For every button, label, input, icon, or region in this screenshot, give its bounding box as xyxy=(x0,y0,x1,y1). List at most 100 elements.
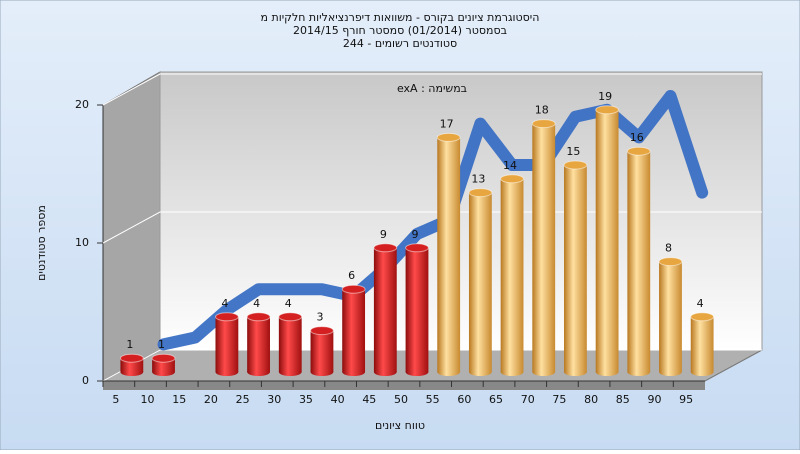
value-label: 16 xyxy=(630,131,644,144)
x-tick-label: 95 xyxy=(679,393,693,406)
bar xyxy=(373,243,398,376)
grid-line xyxy=(102,211,762,244)
bar-base xyxy=(690,368,714,376)
bar-body xyxy=(627,151,651,372)
x-tick-label: 90 xyxy=(647,393,661,406)
bar-base xyxy=(468,368,492,376)
bar-top xyxy=(373,243,398,253)
value-label: 6 xyxy=(348,269,355,282)
bar-top xyxy=(341,284,366,294)
x-tick-label: 70 xyxy=(521,393,535,406)
chart-subtitle: סטודנטים רשומים - 244 xyxy=(343,37,457,50)
x-tick-label: 45 xyxy=(362,393,376,406)
bar-base xyxy=(278,368,302,376)
y-tick-label: 20 xyxy=(75,98,89,111)
bar-body xyxy=(659,261,682,372)
bar-top xyxy=(626,146,651,156)
bar xyxy=(500,174,524,376)
bar xyxy=(658,257,683,376)
value-label: 18 xyxy=(535,104,549,117)
x-tick-label: 60 xyxy=(457,393,471,406)
x-tick-label: 75 xyxy=(552,393,566,406)
x-axis-label: טווח ציונים xyxy=(375,419,425,432)
x-tick-label: 15 xyxy=(172,393,186,406)
bar xyxy=(341,284,366,376)
bar-top xyxy=(563,160,588,170)
bar-top xyxy=(119,353,144,363)
bar-body xyxy=(373,247,397,372)
value-label: 4 xyxy=(285,297,292,310)
bar-top xyxy=(500,174,524,184)
left-wall xyxy=(102,71,161,382)
bar xyxy=(563,160,588,376)
bar-top xyxy=(468,188,493,198)
floor-edge xyxy=(103,381,705,390)
x-tick-label: 80 xyxy=(584,393,598,406)
bar-body xyxy=(532,123,556,372)
bar-base xyxy=(342,368,366,376)
bar-top xyxy=(690,312,715,322)
x-tick-label: 55 xyxy=(426,393,440,406)
bar-top xyxy=(214,312,239,322)
x-tick-label: 85 xyxy=(616,393,630,406)
x-tick-label: 20 xyxy=(204,393,218,406)
bar xyxy=(595,105,620,376)
value-label: 3 xyxy=(316,311,323,324)
x-tick-label: 50 xyxy=(394,393,408,406)
value-label: 19 xyxy=(598,90,612,103)
x-tick-label: 5 xyxy=(112,393,119,406)
bar-base xyxy=(627,368,651,376)
bar-body xyxy=(595,109,619,373)
x-tick-label: 25 xyxy=(236,393,250,406)
bar xyxy=(310,326,334,376)
value-label: 4 xyxy=(221,297,228,310)
value-label: 4 xyxy=(697,297,704,310)
bar-top xyxy=(405,243,429,253)
x-tick-label: 35 xyxy=(299,393,313,406)
bar-base xyxy=(310,368,334,376)
bar-body xyxy=(437,137,461,372)
x-tick-label: 30 xyxy=(267,393,281,406)
bar-body xyxy=(690,316,714,372)
bar-base xyxy=(120,368,144,376)
value-label: 15 xyxy=(566,145,580,158)
value-label: 17 xyxy=(440,117,454,130)
bar-base xyxy=(532,368,556,376)
bar-top xyxy=(246,312,271,322)
bar xyxy=(531,119,556,376)
bar-body xyxy=(342,289,366,372)
bar-body xyxy=(405,247,429,372)
value-label: 1 xyxy=(158,338,165,351)
bar-base xyxy=(247,368,270,376)
grid-line xyxy=(102,73,762,106)
bar-top xyxy=(310,326,334,336)
bar-base xyxy=(405,368,429,376)
bar xyxy=(278,312,303,376)
annotation: exA : במשימה xyxy=(397,82,467,95)
bar xyxy=(436,132,461,376)
bar-top xyxy=(151,353,176,363)
bar-body xyxy=(278,316,302,372)
value-label: 9 xyxy=(412,228,419,241)
value-label: 13 xyxy=(471,173,485,186)
x-tick-label: 65 xyxy=(489,393,503,406)
bar-base xyxy=(152,368,175,376)
bar-base xyxy=(373,368,397,376)
bar-top xyxy=(278,312,303,322)
value-label: 8 xyxy=(665,242,672,255)
y-tick-label: 10 xyxy=(75,236,89,249)
bar-body xyxy=(215,316,239,372)
y-axis-label: מספר סטודנטים xyxy=(35,205,48,281)
value-label: 14 xyxy=(503,159,517,172)
bar xyxy=(214,312,239,376)
chart-subtitle: בסמסטר (01/2014) סמסטר חורף 2014/15 xyxy=(293,24,507,37)
bar xyxy=(151,353,176,376)
bar-top xyxy=(436,132,461,142)
bar-top xyxy=(658,257,683,267)
bar xyxy=(626,146,651,376)
x-tick-label: 10 xyxy=(141,393,155,406)
bar-body xyxy=(247,316,270,372)
bar-body xyxy=(564,165,587,372)
bar xyxy=(246,312,271,376)
